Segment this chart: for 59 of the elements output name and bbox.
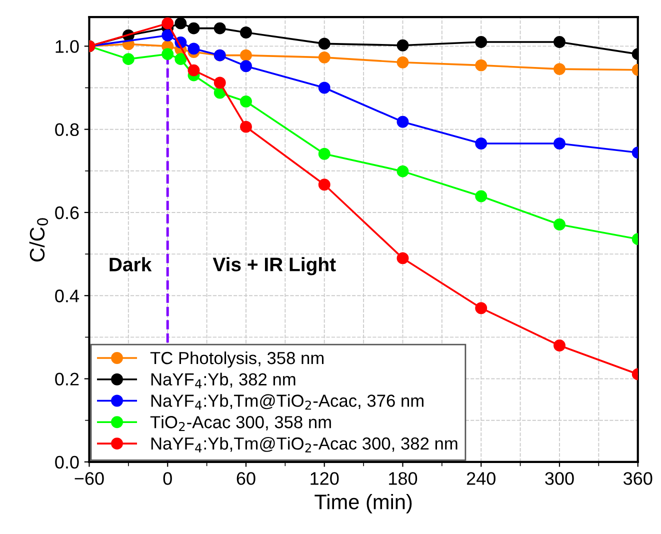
point <box>174 53 187 66</box>
annotation: Vis + IR Light <box>212 257 336 276</box>
annotation: Dark <box>110 257 152 272</box>
point <box>240 120 252 133</box>
point <box>554 137 566 150</box>
point <box>162 48 174 60</box>
point <box>122 53 134 66</box>
y-tick-label: 0.4 <box>55 290 79 302</box>
y-tick-label: 0.2 <box>55 372 79 386</box>
point <box>475 302 488 314</box>
x-tick-label: 300 <box>545 472 574 485</box>
x-tick-label: 240 <box>466 472 496 485</box>
x-tick-label: −60 <box>74 472 104 485</box>
point <box>396 165 409 178</box>
point <box>240 26 252 38</box>
legend-label: NaYF$_{4}$:Yb, 382 nm <box>151 372 296 388</box>
legend-label: TC Photolysis, 358 nm <box>150 351 324 368</box>
point <box>188 22 200 34</box>
point <box>554 36 566 48</box>
x-tick-label: 120 <box>310 472 339 485</box>
point <box>318 148 330 160</box>
point <box>174 17 187 30</box>
point <box>475 36 488 48</box>
point <box>318 38 330 50</box>
point <box>554 218 566 231</box>
legend-label: NaYF$_{4}$:Yb,Tm@TiO$_{2}$-Acac 300, 382 nm <box>151 436 458 452</box>
point <box>475 59 488 72</box>
point <box>396 252 409 264</box>
point <box>396 39 409 52</box>
point <box>318 82 330 94</box>
x-tick-label: 60 <box>236 472 256 485</box>
legend-label: NaYF$_{4}$:Yb,Tm@TiO$_{2}$-Acac, 376 nm <box>151 394 424 410</box>
point <box>162 29 174 42</box>
point <box>554 63 566 76</box>
point <box>396 116 409 128</box>
point <box>318 51 330 64</box>
point <box>475 137 488 150</box>
y-tick-label: 1.0 <box>56 40 79 53</box>
x-tick-label: 0 <box>163 472 172 485</box>
y-tick-label: 0.6 <box>55 206 79 220</box>
point <box>188 64 200 76</box>
point <box>318 178 330 191</box>
point <box>214 22 226 34</box>
legend-label: TiO$_{2}$-Acac 300, 358 nm <box>150 416 331 431</box>
point <box>240 60 252 72</box>
y-tick-label: 0.0 <box>55 456 79 469</box>
point <box>214 76 226 89</box>
y-tick-label: 0.8 <box>55 123 79 136</box>
point <box>554 340 566 352</box>
point <box>475 190 488 202</box>
point <box>162 17 174 30</box>
point <box>240 96 252 108</box>
x-tick-label: 180 <box>389 472 418 485</box>
x-axis-title: Time (min) <box>314 494 412 514</box>
point <box>396 56 409 68</box>
y-axis-title: C/C$_{0}$ <box>29 218 48 262</box>
point <box>240 49 252 62</box>
point <box>188 42 200 55</box>
x-tick-label: 360 <box>623 472 652 485</box>
